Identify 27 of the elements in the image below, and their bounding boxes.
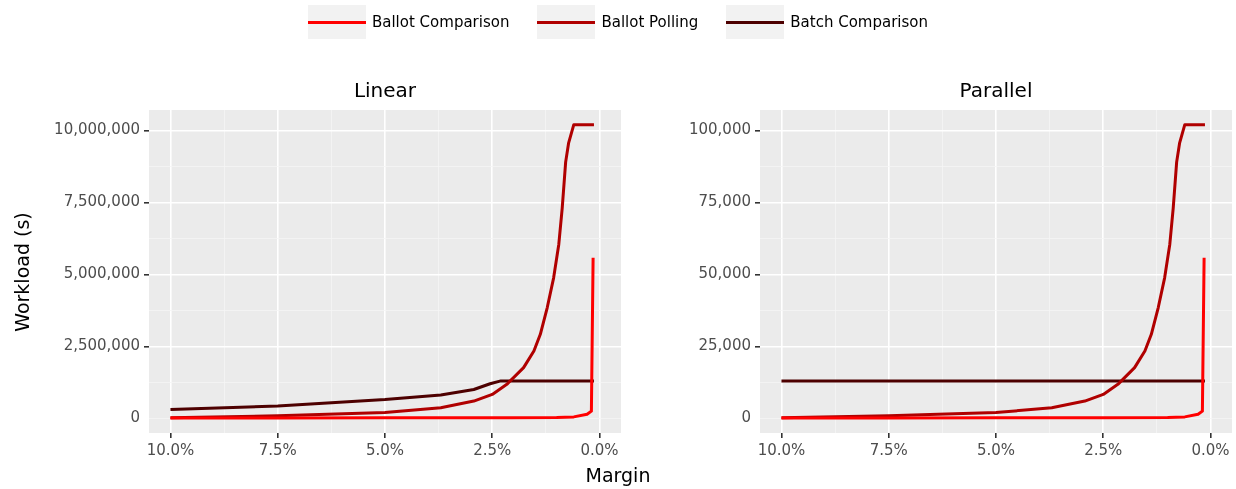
legend-label: Ballot Comparison (371, 13, 510, 31)
chart-title: Linear (353, 78, 417, 102)
y-tick-label: 7,500,000 (63, 192, 140, 211)
y-tick-label: 100,000 (688, 120, 751, 139)
x-axis-title: Margin (584, 464, 652, 486)
legend-label: Batch Comparison (790, 13, 929, 31)
x-tick-label: 0.0% (580, 440, 619, 459)
y-tick-label: 2,500,000 (63, 336, 140, 355)
x-tick-label: 0.0% (1191, 440, 1230, 459)
y-tick-label: 0 (741, 408, 751, 427)
y-tick-label: 50,000 (698, 264, 751, 283)
y-tick-label: 5,000,000 (63, 264, 140, 283)
chart-title: Parallel (959, 78, 1033, 102)
y-axis-title: Workload (s) (11, 212, 33, 332)
x-tick-label: 2.5% (473, 440, 512, 459)
x-tick-label: 7.5% (258, 440, 297, 459)
x-tick-label: 10.0% (757, 440, 806, 459)
y-tick-label: 25,000 (698, 336, 751, 355)
x-tick-label: 5.0% (976, 440, 1016, 459)
y-tick-label: 10,000,000 (54, 120, 140, 139)
y-tick-label: 75,000 (698, 192, 751, 211)
y-tick-label: 0 (130, 408, 140, 427)
x-tick-label: 10.0% (146, 440, 195, 459)
legend-label: Ballot Polling (601, 13, 699, 31)
x-tick-label: 5.0% (365, 440, 405, 459)
x-tick-label: 7.5% (869, 440, 908, 459)
x-tick-label: 2.5% (1084, 440, 1123, 459)
